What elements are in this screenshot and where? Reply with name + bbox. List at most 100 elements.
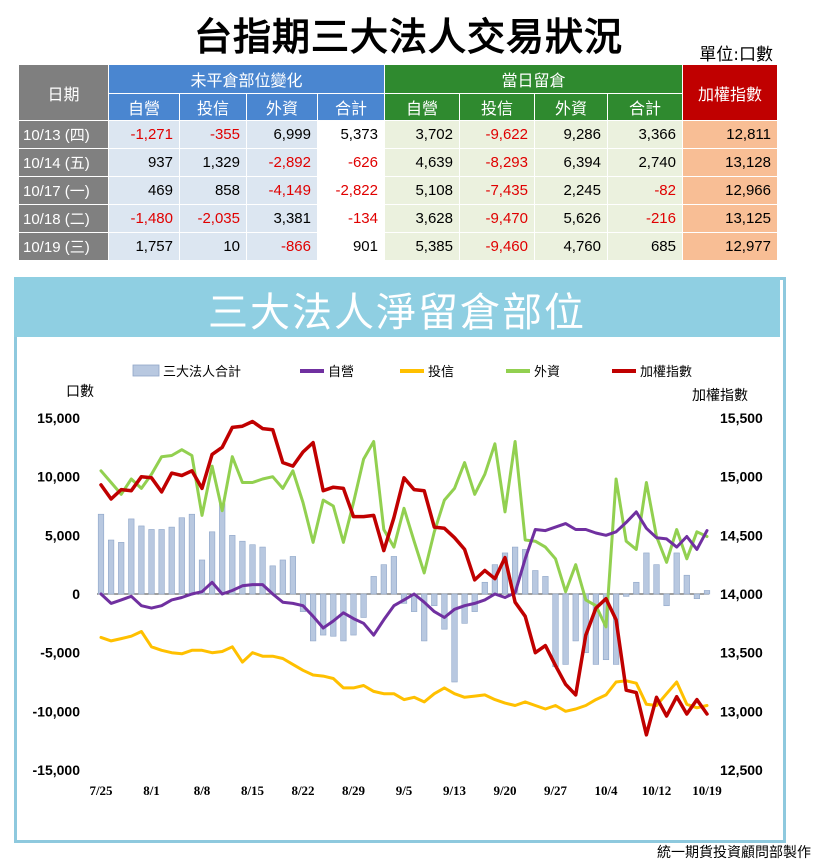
- table-cell: -355: [179, 120, 247, 149]
- summary-table: 日期 未平倉部位變化 當日留倉 加權指數 自營 投信 外資 合計 自營 投信 外資 合計 10…: [18, 64, 778, 261]
- bar-total: [663, 593, 670, 607]
- bar-total: [188, 513, 195, 595]
- bar-total: [693, 593, 700, 599]
- table-cell: -82: [607, 176, 683, 205]
- table-cell: 9,286: [534, 120, 608, 149]
- date-header: 日期: [18, 64, 109, 121]
- row-date: 10/14 (五): [18, 148, 109, 177]
- bar-total: [552, 593, 559, 668]
- sub-header-2: 外資: [246, 93, 318, 121]
- left-tick-label: -10,000: [33, 703, 81, 719]
- table-cell: 469: [108, 176, 180, 205]
- right-tick-label: 15,000: [720, 469, 763, 485]
- row-date: 10/13 (四): [18, 120, 109, 149]
- credit-text: 統一期貨投資顧問部製作: [657, 845, 811, 861]
- table-cell: 3,628: [384, 204, 460, 233]
- table-cell: 5,385: [384, 232, 460, 261]
- bar-total: [653, 564, 660, 595]
- right-tick-label: 13,000: [720, 703, 763, 719]
- table-cell: 10: [179, 232, 247, 261]
- bar-total: [370, 576, 377, 595]
- line-trust: [99, 630, 709, 713]
- right-tick-label: 15,500: [720, 410, 763, 426]
- bar-total: [209, 531, 216, 595]
- bar-total: [481, 581, 488, 595]
- bar-total: [451, 593, 458, 683]
- sub-header-5: 投信: [459, 93, 535, 121]
- left-tick-label: 10,000: [37, 469, 80, 485]
- table-cell: 937: [108, 148, 180, 177]
- chart-title: 三大法人淨留倉部位: [208, 290, 586, 336]
- left-tick-label: -15,000: [33, 762, 81, 778]
- table-cell: 3,366: [607, 120, 683, 149]
- index-cell: 12,966: [682, 176, 778, 205]
- bar-total: [623, 593, 630, 597]
- bar-total: [683, 574, 690, 595]
- line-self: [99, 510, 709, 637]
- bar-total: [340, 593, 347, 642]
- bar-total: [158, 529, 165, 595]
- table-cell: 5,108: [384, 176, 460, 205]
- bar-total: [320, 593, 327, 636]
- unit-label: 單位:口數: [699, 45, 773, 65]
- bar-total: [461, 593, 468, 624]
- bar-total: [532, 570, 539, 595]
- bar-total: [269, 565, 276, 595]
- sub-header-0: 自營: [108, 93, 180, 121]
- x-tick-label: 10/4: [594, 783, 618, 798]
- table-cell: -866: [246, 232, 318, 261]
- line-index: [99, 419, 709, 737]
- bar-total: [279, 559, 286, 595]
- bar-total: [97, 513, 105, 595]
- bar-total: [330, 593, 337, 637]
- x-tick-label: 8/15: [241, 783, 265, 798]
- left-tick-label: 5,000: [45, 527, 80, 543]
- right-tick-label: 12,500: [720, 762, 763, 778]
- bar-total: [168, 526, 175, 595]
- right-tick-label: 14,000: [720, 586, 763, 602]
- table-cell: -9,622: [459, 120, 535, 149]
- chart-banner: [14, 277, 780, 337]
- bar-total: [229, 535, 236, 595]
- left-tick-label: 15,000: [37, 410, 80, 426]
- bar-total: [299, 593, 307, 612]
- x-tick-label: 8/29: [342, 783, 366, 798]
- bar-total: [148, 529, 155, 595]
- table-cell: 5,626: [534, 204, 608, 233]
- bar-total: [138, 525, 145, 595]
- hold-group-header: 當日留倉: [384, 64, 683, 94]
- bar-total: [673, 552, 680, 595]
- index-cell: 13,125: [682, 204, 778, 233]
- bar-total: [128, 518, 135, 595]
- bar-total: [643, 552, 650, 595]
- legend-label: 投信: [428, 364, 454, 380]
- legend-label: 三大法人合計: [163, 364, 241, 380]
- bar-total: [633, 581, 640, 595]
- table-cell: -2,892: [246, 148, 318, 177]
- bar-total: [441, 593, 448, 630]
- bar-total: [703, 590, 711, 595]
- bar-total: [289, 556, 296, 595]
- table-row: 10/18 (二) -1,480 -2,035 3,381 -134 3,628 -9,47…: [18, 204, 778, 233]
- row-date: 10/19 (三): [18, 232, 109, 261]
- bar-total: [198, 559, 206, 595]
- bar-total: [572, 593, 579, 642]
- bar-total: [421, 593, 428, 642]
- table-cell: -2,822: [317, 176, 385, 205]
- bar-total: [118, 542, 125, 595]
- legend-label: 外資: [534, 365, 560, 380]
- x-tick-label: 9/13: [443, 783, 467, 798]
- table-cell: 1,757: [108, 232, 180, 261]
- bar-total: [239, 540, 246, 595]
- page-title: 台指期三大法人交易狀況: [193, 15, 623, 59]
- table-cell: 2,245: [534, 176, 608, 205]
- bar-total: [592, 593, 599, 665]
- table-row: 10/19 (三) 1,757 10 -866 901 5,385 -9,460 4,760 6…: [18, 232, 778, 261]
- table-cell: -9,470: [459, 204, 535, 233]
- index-cell: 12,977: [682, 232, 778, 261]
- table-cell: -9,460: [459, 232, 535, 261]
- x-tick-label: 10/19: [692, 783, 722, 798]
- left-tick-label: -5,000: [40, 645, 80, 661]
- table-cell: 685: [607, 232, 683, 261]
